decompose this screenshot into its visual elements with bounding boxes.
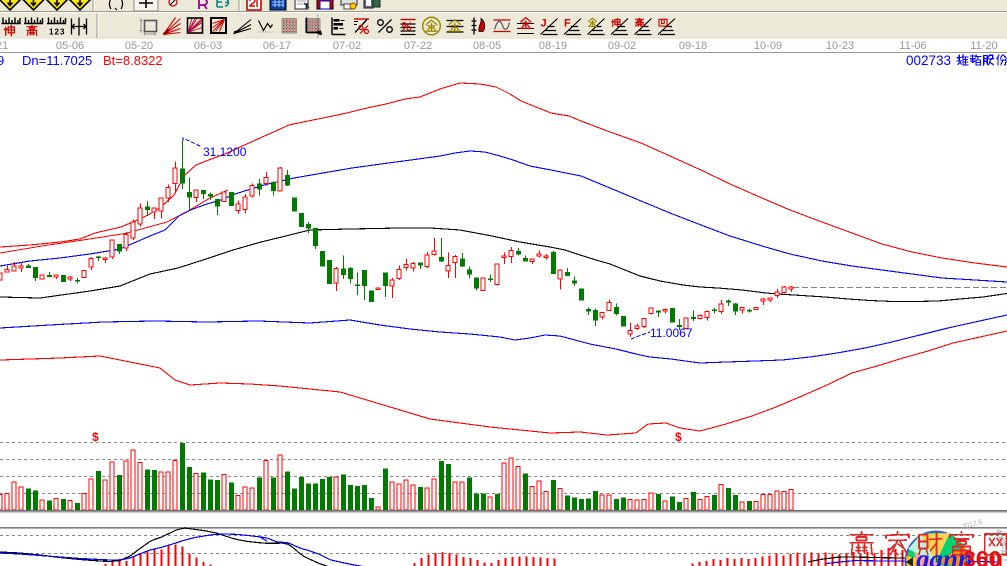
svg-text:1: 1 (49, 28, 54, 37)
svg-text:gann: gann (915, 544, 973, 566)
svg-text:Dn=11.7025: Dn=11.7025 (22, 53, 92, 68)
svg-text:2012.6: 2012.6 (961, 519, 984, 531)
svg-text:360: 360 (963, 546, 1001, 566)
svg-text:Bt=8.8322: Bt=8.8322 (103, 53, 163, 68)
svg-text:4008-277-12: 4008-277-12 (994, 528, 1007, 566)
svg-text:3: 3 (60, 28, 65, 37)
svg-text:F: F (564, 18, 571, 30)
svg-text:2: 2 (55, 28, 60, 37)
svg-text:31.1200: 31.1200 (203, 145, 247, 159)
svg-text:11.0067: 11.0067 (650, 326, 693, 340)
svg-text:002733: 002733 (906, 53, 951, 68)
svg-text:$: $ (92, 430, 99, 444)
svg-text:9: 9 (0, 53, 4, 68)
svg-text:J: J (541, 18, 547, 30)
svg-text:$: $ (675, 430, 682, 444)
